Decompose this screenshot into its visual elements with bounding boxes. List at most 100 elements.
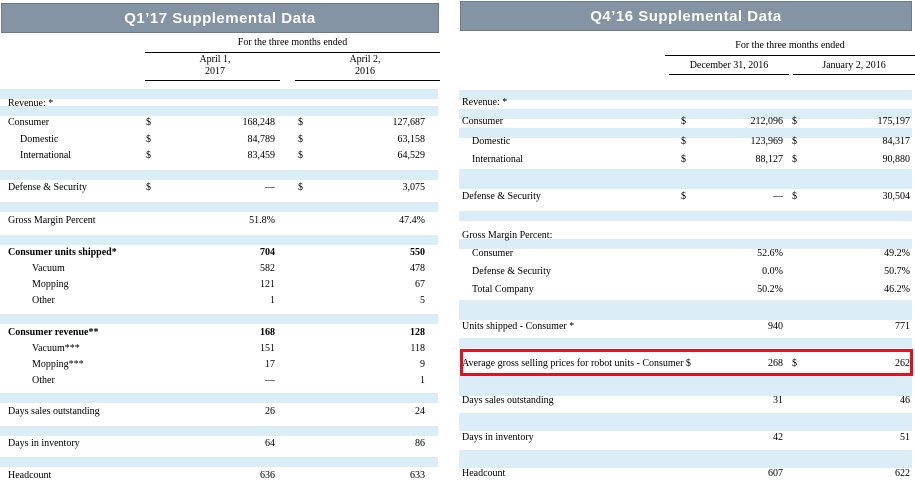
value-col2: 478 bbox=[410, 263, 425, 274]
table-row: Defense & Security $ — $30,504 bbox=[459, 189, 912, 205]
value-col2: 9 bbox=[420, 359, 425, 370]
table-row: Days in inventory 64 86 bbox=[0, 436, 438, 452]
value-col1: 51.8% bbox=[249, 215, 275, 226]
value-col1: 940 bbox=[768, 321, 783, 332]
currency-symbol: $ bbox=[298, 117, 303, 128]
table-row: Gross Margin Percent: bbox=[459, 228, 912, 244]
row-label: Revenue: * bbox=[8, 98, 54, 109]
table-row: Units shipped - Consumer * 940 771 bbox=[459, 319, 912, 335]
currency-symbol: $ bbox=[146, 134, 151, 145]
value-col1: — bbox=[773, 191, 783, 202]
row-label: Average gross selling prices for robot u… bbox=[462, 358, 691, 369]
row-band bbox=[0, 314, 438, 324]
row-label: Defense & Security bbox=[8, 182, 87, 193]
table-row: Consumer revenue** 168 128 bbox=[0, 325, 438, 341]
table-row: Average gross selling prices for robot u… bbox=[459, 356, 912, 372]
row-band bbox=[0, 89, 438, 99]
currency-symbol: $ bbox=[681, 116, 686, 127]
value-col1: 17 bbox=[265, 359, 275, 370]
q4-16-title: Q4’16 Supplemental Data bbox=[460, 1, 912, 31]
highlight-box bbox=[460, 349, 913, 376]
value-col1: 1 bbox=[270, 295, 275, 306]
value-col1: 26 bbox=[265, 406, 275, 417]
currency-symbol: $ bbox=[792, 358, 797, 369]
row-label: Headcount bbox=[462, 468, 506, 479]
row-band bbox=[459, 300, 912, 310]
row-band bbox=[0, 393, 438, 403]
table-row: Other — 1 bbox=[0, 373, 438, 389]
table-row: Headcount 636 633 bbox=[0, 468, 438, 484]
table-row: Vacuum 582 478 bbox=[0, 261, 438, 277]
row-label: Days in inventory bbox=[462, 432, 534, 443]
row-label: Consumer bbox=[462, 116, 504, 127]
header-rule bbox=[145, 52, 440, 53]
value-col2: 50.7% bbox=[884, 266, 910, 277]
table-row: Revenue: * bbox=[0, 96, 438, 112]
table-row: Consumer 52.6% 49.2% bbox=[459, 246, 912, 262]
row-band bbox=[459, 386, 912, 396]
row-label: Consumer revenue** bbox=[8, 327, 99, 338]
value-col1: — bbox=[265, 375, 275, 386]
value-col2: 90,880 bbox=[882, 154, 911, 165]
row-band bbox=[0, 235, 438, 245]
q1-17-title: Q1’17 Supplemental Data bbox=[1, 3, 439, 33]
value-col1: 268 bbox=[768, 358, 783, 369]
value-col1: 168,248 bbox=[242, 117, 276, 128]
table-row: Consumer $212,096 $175,197 bbox=[459, 114, 912, 130]
row-label: Vacuum bbox=[32, 263, 65, 274]
q1-17-col1-header: April 1, 2017 bbox=[150, 54, 280, 78]
q1-17-period-header: For the three months ended bbox=[237, 37, 348, 48]
row-band bbox=[459, 413, 912, 423]
row-label: Days in inventory bbox=[8, 438, 80, 449]
value-col2: 118 bbox=[410, 343, 425, 354]
currency-symbol: $ bbox=[792, 191, 797, 202]
value-col1: 123,969 bbox=[750, 136, 784, 147]
row-label: Gross Margin Percent bbox=[8, 215, 96, 226]
value-col1: 121 bbox=[260, 279, 275, 290]
row-label: Domestic bbox=[472, 136, 511, 147]
value-col1: 704 bbox=[260, 247, 275, 258]
value-col2: 633 bbox=[410, 470, 425, 481]
value-col1: 64 bbox=[265, 438, 275, 449]
row-label: Defense & Security bbox=[472, 266, 551, 277]
row-band bbox=[0, 426, 438, 436]
value-col1: — bbox=[265, 182, 275, 193]
value-col1: 88,127 bbox=[755, 154, 784, 165]
row-label: International bbox=[472, 154, 524, 165]
value-col1: 0.0% bbox=[762, 266, 783, 277]
col1-rule bbox=[669, 74, 789, 75]
value-col2: 262 bbox=[895, 358, 910, 369]
q1-17-panel: Q1’17 Supplemental Data For the three mo… bbox=[0, 0, 441, 484]
table-row: Days sales outstanding 26 24 bbox=[0, 404, 438, 420]
value-col1: 50.2% bbox=[757, 284, 783, 295]
value-col2: 46.2% bbox=[884, 284, 910, 295]
value-col1: 52.6% bbox=[757, 248, 783, 259]
row-band bbox=[0, 202, 438, 212]
value-col1: 168 bbox=[260, 327, 275, 338]
table-row: Domestic $123,969 $84,317 bbox=[459, 134, 912, 150]
row-label: Consumer units shipped* bbox=[8, 247, 117, 258]
row-band bbox=[459, 169, 912, 179]
value-col1: 83,459 bbox=[247, 150, 276, 161]
value-col2: 622 bbox=[895, 468, 910, 479]
row-band bbox=[459, 450, 912, 460]
header-rule bbox=[665, 55, 915, 56]
currency-symbol: $ bbox=[792, 116, 797, 127]
value-col2: 24 bbox=[415, 406, 425, 417]
row-band bbox=[459, 338, 912, 348]
value-col2: 63,158 bbox=[397, 134, 426, 145]
currency-symbol: $ bbox=[792, 154, 797, 165]
col1-line2: 2017 bbox=[205, 66, 225, 77]
value-col2: 67 bbox=[415, 279, 425, 290]
row-band bbox=[459, 421, 912, 431]
currency-symbol: $ bbox=[681, 136, 686, 147]
currency-symbol: $ bbox=[146, 150, 151, 161]
currency-symbol: $ bbox=[146, 182, 151, 193]
table-row: Headcount 607 622 bbox=[459, 466, 912, 482]
q4-16-period-header: For the three months ended bbox=[735, 40, 845, 51]
table-row: Consumer $168,248 $127,687 bbox=[0, 115, 438, 131]
currency-symbol: $ bbox=[792, 136, 797, 147]
value-col1: 31 bbox=[773, 395, 783, 406]
table-row: Vacuum*** 151 118 bbox=[0, 341, 438, 357]
table-row: Domestic $84,789 $63,158 bbox=[0, 132, 438, 148]
